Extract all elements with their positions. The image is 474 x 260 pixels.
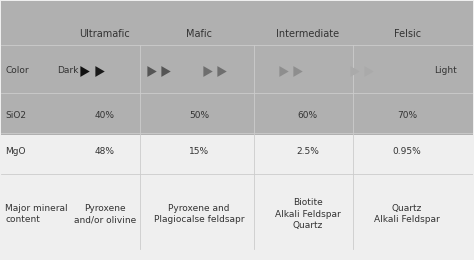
Text: Major mineral
content: Major mineral content — [5, 204, 68, 224]
Text: Dark: Dark — [57, 66, 79, 75]
Text: MgO: MgO — [5, 147, 26, 157]
Text: Mafic: Mafic — [186, 29, 212, 39]
Text: SiO2: SiO2 — [5, 111, 27, 120]
Text: Color: Color — [5, 66, 29, 75]
Text: 15%: 15% — [189, 147, 209, 157]
Text: Pyroxene
and/or olivine: Pyroxene and/or olivine — [73, 204, 136, 224]
Text: 60%: 60% — [298, 111, 318, 120]
Text: 48%: 48% — [95, 147, 115, 157]
Text: Felsic: Felsic — [393, 29, 421, 39]
Text: 50%: 50% — [189, 111, 209, 120]
Text: 40%: 40% — [95, 111, 115, 120]
Bar — [0, 1, 474, 135]
Text: Light: Light — [434, 66, 457, 75]
Text: 2.5%: 2.5% — [296, 147, 319, 157]
Text: 70%: 70% — [397, 111, 417, 120]
Text: Quartz
Alkali Feldspar: Quartz Alkali Feldspar — [374, 204, 440, 224]
Text: Pyroxene and
Plagiocalse feldsapr: Pyroxene and Plagiocalse feldsapr — [154, 204, 245, 224]
Text: Ultramafic: Ultramafic — [79, 29, 130, 39]
Text: Biotite
Alkali Feldspar
Quartz: Biotite Alkali Feldspar Quartz — [275, 198, 341, 230]
Text: 0.95%: 0.95% — [393, 147, 421, 157]
Text: Intermediate: Intermediate — [276, 29, 339, 39]
